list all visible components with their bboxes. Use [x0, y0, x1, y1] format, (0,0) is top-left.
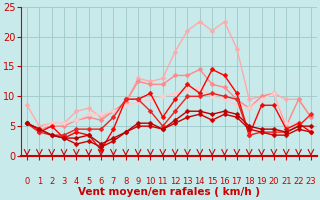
X-axis label: Vent moyen/en rafales ( km/h ): Vent moyen/en rafales ( km/h ) — [78, 187, 260, 197]
